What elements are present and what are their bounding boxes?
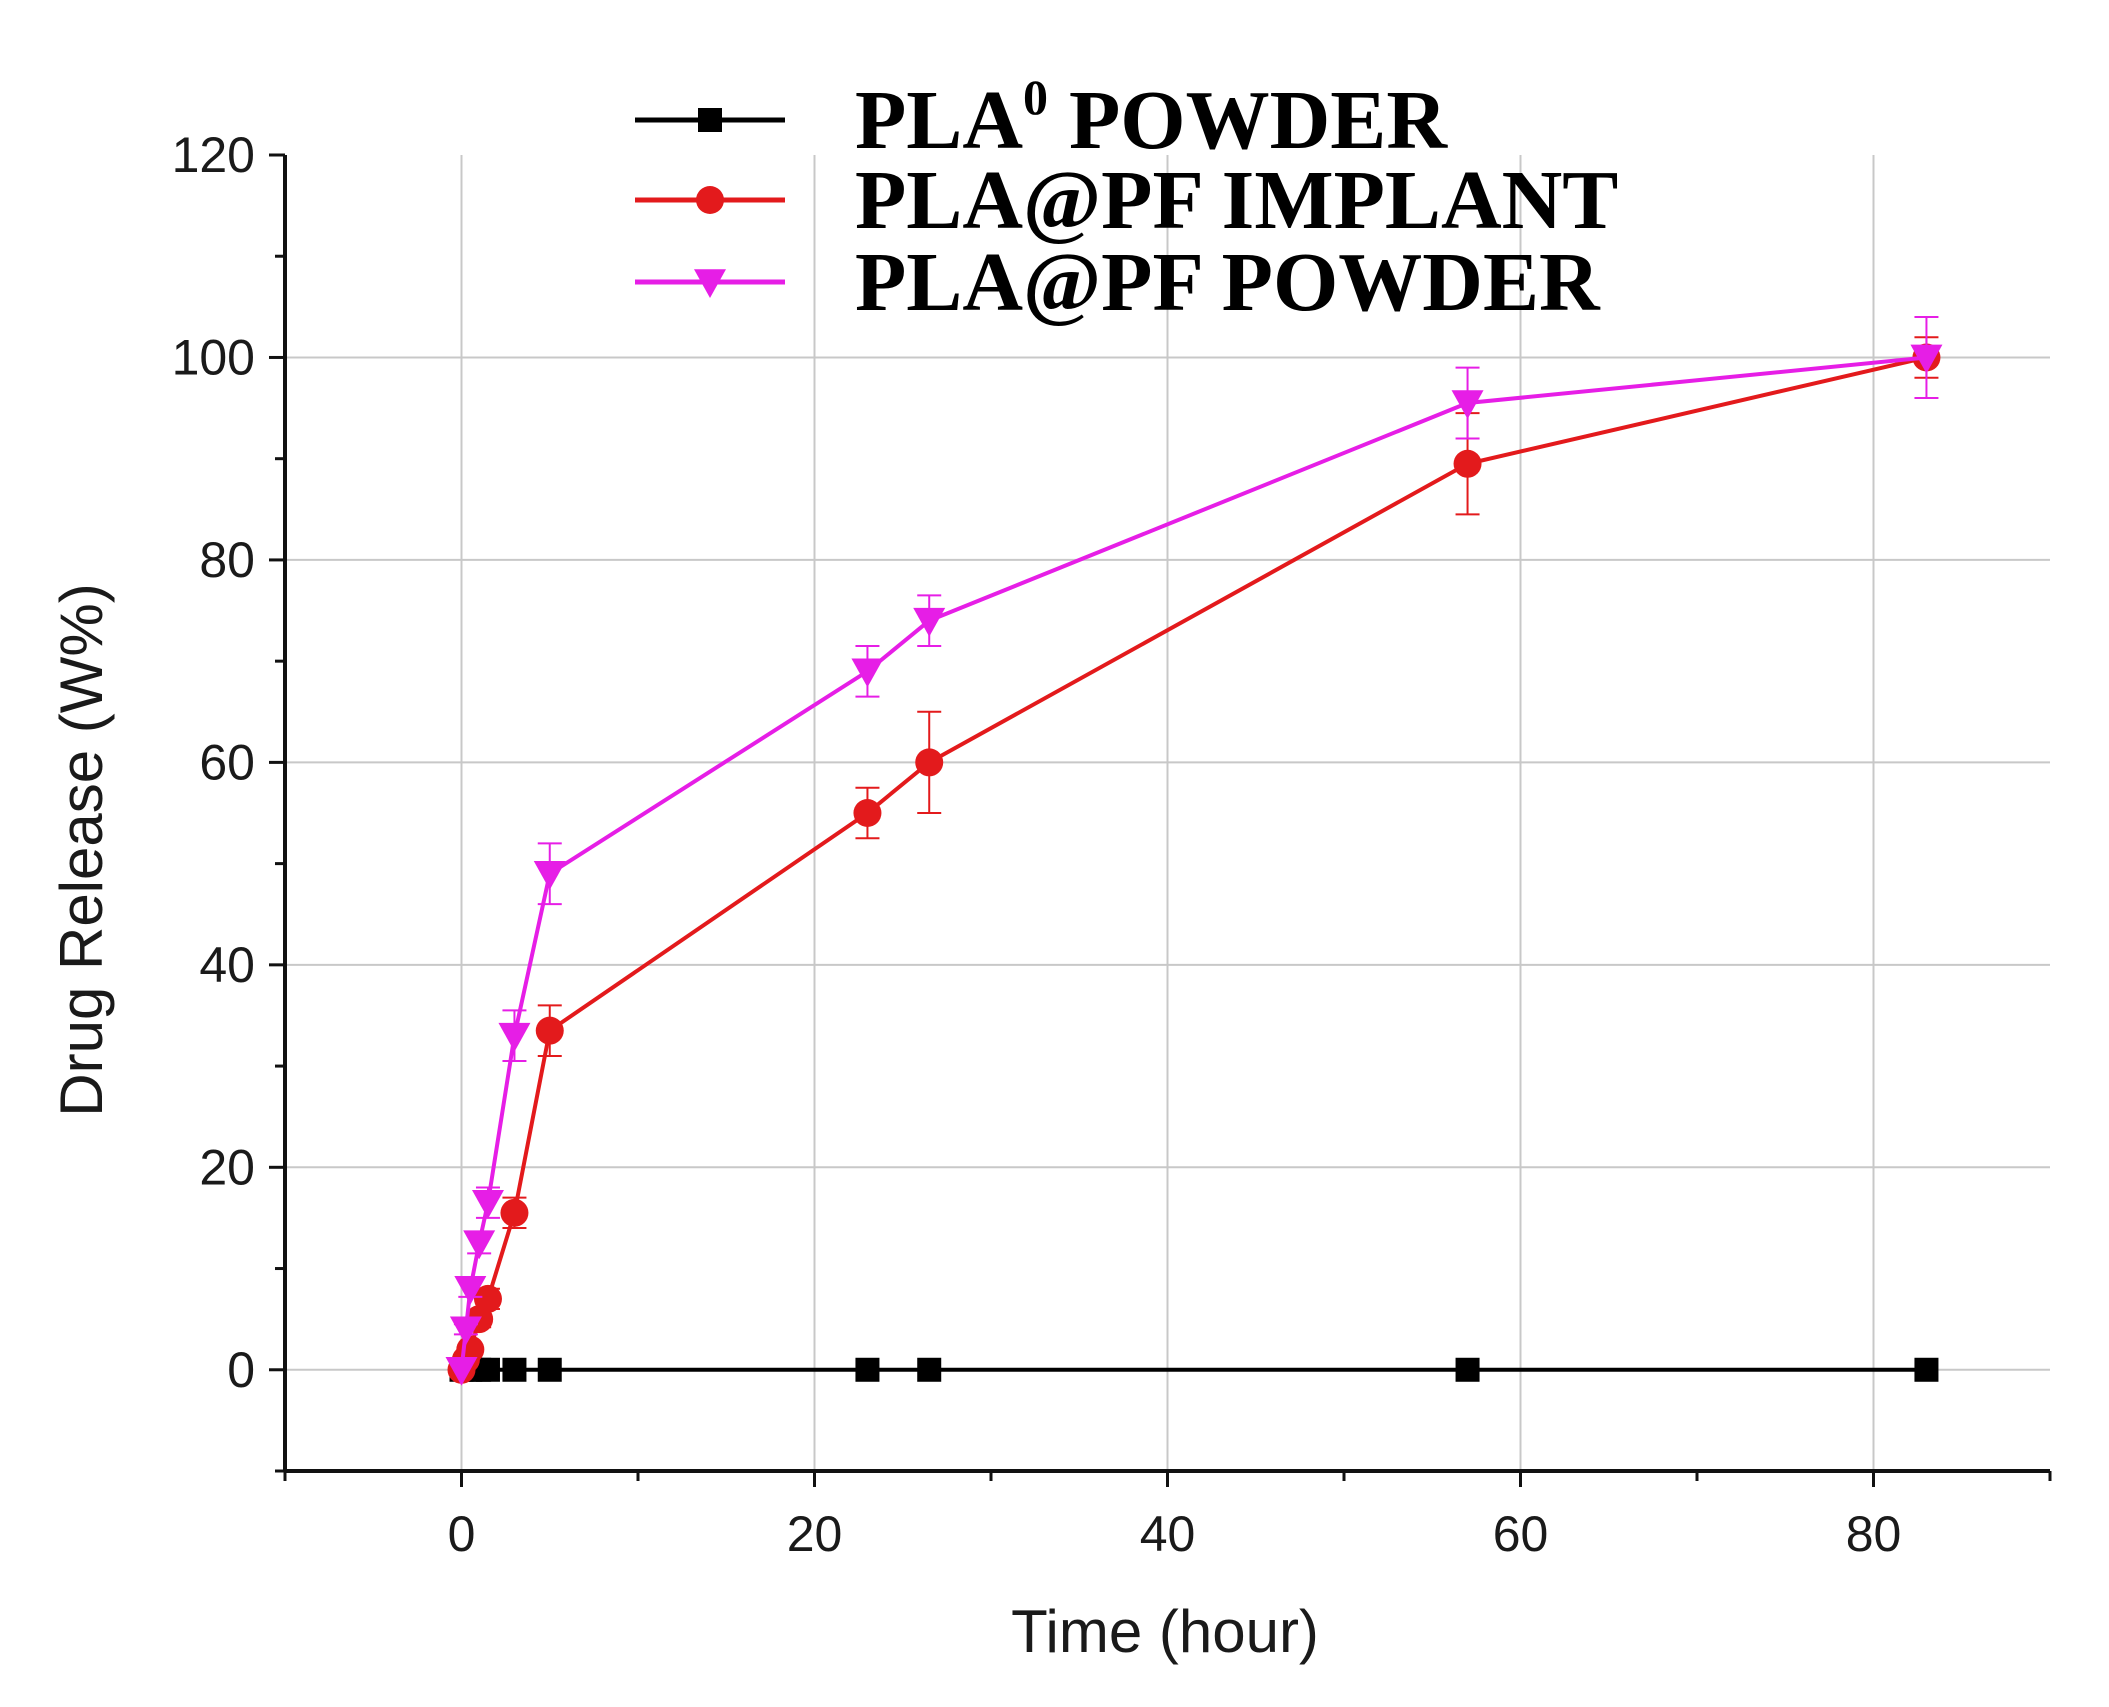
- y-tick-label: 20: [199, 1139, 255, 1195]
- legend-entry: PLA0 POWDER: [635, 69, 1448, 167]
- x-axis-title: Time (hour): [1011, 1598, 1319, 1665]
- data-point-triangle: [694, 269, 726, 298]
- x-tick-label: 80: [1846, 1506, 1902, 1562]
- data-point-circle: [1453, 449, 1482, 478]
- data-point-triangle: [498, 1022, 531, 1052]
- y-tick-label: 0: [227, 1342, 255, 1398]
- y-tick-label: 60: [199, 734, 255, 790]
- data-point-square: [537, 1357, 562, 1382]
- data-point-square: [475, 1357, 500, 1382]
- series-square: [449, 1357, 1939, 1382]
- series-triangle-down: [445, 315, 1943, 1386]
- data-point-circle: [915, 748, 944, 777]
- legend-label: PLA@PF IMPLANT: [855, 154, 1618, 247]
- data-point-triangle: [1910, 344, 1943, 374]
- y-tick-label: 80: [199, 532, 255, 588]
- series-line: [459, 355, 1927, 1370]
- x-tick-label: 20: [787, 1506, 843, 1562]
- data-point-triangle: [471, 1189, 504, 1219]
- series: [445, 315, 1943, 1386]
- data-point-square: [698, 108, 722, 132]
- x-tick-label: 40: [1140, 1506, 1196, 1562]
- series-line: [459, 355, 1927, 1371]
- data-point-circle: [473, 1284, 502, 1313]
- x-tick-label: 60: [1493, 1506, 1549, 1562]
- data-point-triangle: [533, 860, 566, 890]
- legend-entry: PLA@PF IMPLANT: [635, 154, 1618, 247]
- data-point-square: [1914, 1357, 1939, 1382]
- data-point-triangle: [445, 1356, 478, 1386]
- legend-label: PLA0 POWDER: [855, 69, 1448, 167]
- data-point-circle: [535, 1016, 564, 1045]
- y-axis-title: Drug Release (W%): [48, 583, 115, 1116]
- data-point-square: [917, 1357, 942, 1382]
- data-point-circle: [500, 1198, 529, 1227]
- data-point-triangle: [1451, 390, 1484, 420]
- data-point-triangle: [463, 1230, 496, 1260]
- data-point-circle: [853, 799, 882, 827]
- grid-lines: [285, 155, 2050, 1471]
- data-point-triangle: [851, 658, 884, 688]
- data-point-circle: [696, 186, 724, 214]
- data-point-square: [1455, 1357, 1480, 1382]
- x-tick-label: 0: [448, 1506, 476, 1562]
- axes: 0 20 40 60 80 0 20 40 60 80 100 120: [172, 127, 2052, 1562]
- data-point-square: [855, 1357, 880, 1382]
- series-circle: [447, 336, 1941, 1384]
- legend-entry: PLA@PF POWDER: [635, 236, 1601, 329]
- legend-label: PLA@PF POWDER: [855, 236, 1601, 329]
- y-tick-label: 120: [172, 127, 255, 183]
- data-point-triangle: [454, 1275, 487, 1305]
- y-tick-label: 40: [199, 937, 255, 993]
- data-point-triangle: [449, 1316, 482, 1346]
- y-tick-label: 100: [172, 329, 255, 385]
- data-point-triangle: [913, 607, 946, 637]
- data-point-square: [502, 1357, 527, 1382]
